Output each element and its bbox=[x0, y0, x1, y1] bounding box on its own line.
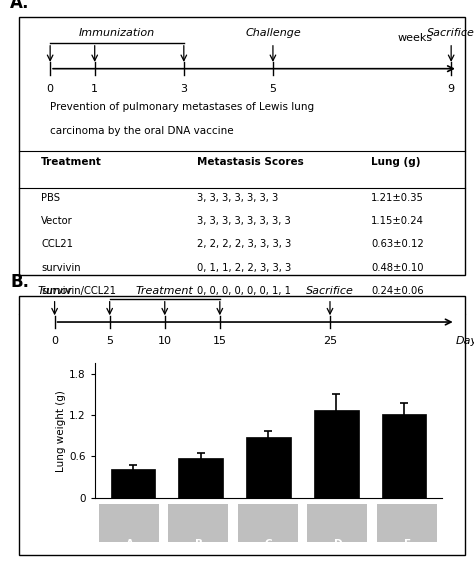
Text: A.: A. bbox=[10, 0, 29, 12]
Text: Prevention of pulmonary metastases of Lewis lung: Prevention of pulmonary metastases of Le… bbox=[50, 102, 314, 112]
Text: 0, 1, 1, 2, 2, 3, 3, 3: 0, 1, 1, 2, 2, 3, 3, 3 bbox=[197, 263, 292, 273]
Text: 0, 0, 0, 0, 0, 0, 1, 1: 0, 0, 0, 0, 0, 0, 1, 1 bbox=[197, 286, 291, 296]
Text: survivin/CCL21: survivin/CCL21 bbox=[41, 286, 116, 296]
Text: survivin: survivin bbox=[41, 263, 81, 273]
Text: Lung (g): Lung (g) bbox=[371, 157, 420, 166]
Text: 10: 10 bbox=[158, 336, 172, 346]
Text: 0.63±0.12: 0.63±0.12 bbox=[371, 239, 424, 249]
Text: 0.48±0.10: 0.48±0.10 bbox=[371, 263, 423, 273]
Text: 25: 25 bbox=[323, 336, 337, 346]
Text: 9: 9 bbox=[447, 84, 455, 94]
Text: 0.24±0.06: 0.24±0.06 bbox=[371, 286, 424, 296]
Text: 5: 5 bbox=[269, 84, 276, 94]
Text: 1: 1 bbox=[91, 84, 98, 94]
Text: 1.21±0.35: 1.21±0.35 bbox=[371, 193, 424, 203]
Text: 5: 5 bbox=[106, 336, 113, 346]
Text: Metastasis Scores: Metastasis Scores bbox=[197, 157, 304, 166]
Text: Sacrifice: Sacrifice bbox=[427, 28, 474, 38]
Text: 3, 3, 3, 3, 3, 3, 3, 3: 3, 3, 3, 3, 3, 3, 3, 3 bbox=[197, 216, 291, 226]
Text: Sacrifice: Sacrifice bbox=[306, 286, 354, 296]
Text: 0: 0 bbox=[51, 336, 58, 346]
Text: Days: Days bbox=[456, 336, 474, 346]
Text: 15: 15 bbox=[213, 336, 227, 346]
Text: Immunization: Immunization bbox=[79, 28, 155, 38]
Text: CCL21: CCL21 bbox=[41, 239, 73, 249]
Text: Treatment: Treatment bbox=[136, 286, 194, 296]
Text: PBS: PBS bbox=[41, 193, 60, 203]
Text: B.: B. bbox=[10, 273, 29, 291]
Text: weeks: weeks bbox=[398, 33, 433, 43]
Text: 3: 3 bbox=[180, 84, 187, 94]
Text: Treatment: Treatment bbox=[41, 157, 102, 166]
Text: 2, 2, 2, 2, 3, 3, 3, 3: 2, 2, 2, 2, 3, 3, 3, 3 bbox=[197, 239, 292, 249]
Text: Challenge: Challenge bbox=[245, 28, 301, 38]
Text: Vector: Vector bbox=[41, 216, 73, 226]
Text: 1.15±0.24: 1.15±0.24 bbox=[371, 216, 424, 226]
Text: carcinoma by the oral DNA vaccine: carcinoma by the oral DNA vaccine bbox=[50, 126, 234, 135]
Text: 3, 3, 3, 3, 3, 3, 3: 3, 3, 3, 3, 3, 3, 3 bbox=[197, 193, 278, 203]
Text: 0: 0 bbox=[46, 84, 54, 94]
Text: Tumor: Tumor bbox=[37, 286, 72, 296]
